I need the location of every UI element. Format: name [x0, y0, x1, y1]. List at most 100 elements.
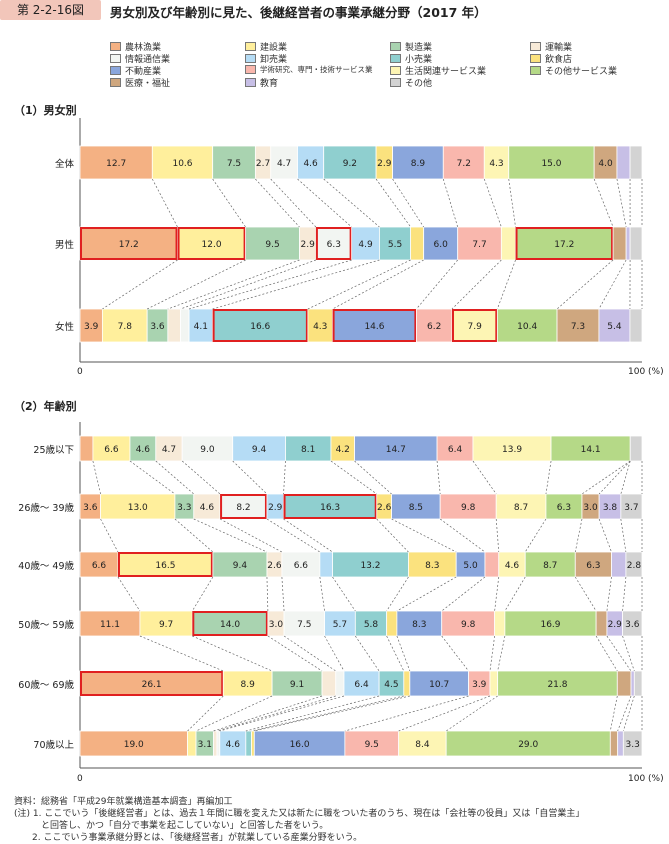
bar-segment [630, 227, 642, 260]
connector-line [618, 696, 631, 731]
connector-line [440, 519, 485, 552]
connector-line [473, 461, 496, 494]
data-label: 6.3 [327, 240, 341, 250]
data-label: 8.2 [236, 503, 250, 513]
connector-line [497, 260, 515, 309]
data-label: 8.3 [425, 561, 439, 571]
connector-line [546, 461, 551, 494]
axis-tick-100-gender: 100 (%) [628, 367, 664, 377]
data-label: 2.7 [256, 159, 270, 169]
connector-line [575, 577, 596, 611]
connector-line [607, 636, 631, 671]
connector-line [355, 636, 379, 671]
connector-line [308, 260, 411, 309]
axis-tick-100-age: 100 (%) [628, 774, 664, 784]
data-label: 2.6 [267, 561, 282, 571]
bar-segment [617, 671, 631, 696]
connector-line [623, 636, 635, 671]
note-source: 資料：総務省「平成29年就業構造基本調査」再編加工 [14, 796, 584, 808]
data-label: 15.0 [541, 159, 561, 169]
data-label: 3.0 [583, 503, 598, 513]
connector-line [505, 577, 525, 611]
data-label: 6.4 [448, 445, 463, 455]
data-label: 4.6 [303, 159, 318, 169]
connector-line [320, 577, 325, 611]
data-label: 17.2 [554, 240, 574, 250]
connector-line [152, 179, 177, 227]
connector-line [233, 461, 267, 494]
data-label: 4.6 [136, 445, 151, 455]
connector-line [443, 179, 457, 227]
data-label: 2.6 [377, 503, 392, 513]
connector-line [617, 179, 626, 227]
data-label: 3.9 [84, 322, 99, 332]
data-label: 10.6 [172, 159, 192, 169]
data-label: 8.7 [543, 561, 557, 571]
data-label: 11.1 [100, 620, 120, 630]
connector-line [377, 519, 409, 552]
data-label: 9.2 [343, 159, 357, 169]
connector-line [156, 461, 194, 494]
bar-segment [214, 731, 217, 756]
connector-line [376, 179, 411, 227]
data-label: 4.6 [505, 561, 520, 571]
connector-line [213, 179, 246, 227]
connector-line [621, 519, 626, 552]
connector-line [189, 260, 352, 309]
data-label: 4.5 [384, 680, 398, 690]
connector-line [594, 179, 613, 227]
connector-line [333, 260, 424, 309]
data-label: 14.6 [364, 322, 384, 332]
data-label: 21.8 [547, 680, 567, 690]
connector-line [254, 696, 410, 731]
note-2: 2. ここでいう事業承継分野とは、「後継経営者」が就業している産業分野をいう。 [14, 832, 584, 844]
note-1: (注) 1. ここでいう「後継経営者」とは、過去１年間に職を変えた又は新たに職を… [14, 808, 584, 820]
data-label: 29.0 [518, 740, 538, 750]
data-label: 3.9 [472, 680, 487, 690]
bar-segment [322, 671, 336, 696]
connector-line [118, 577, 140, 611]
data-label: 5.5 [388, 240, 402, 250]
bar-segment [411, 227, 424, 260]
data-label: 6.3 [557, 503, 571, 513]
bar-segment [404, 671, 410, 696]
connector-line [393, 179, 424, 227]
data-label: 16.9 [540, 620, 560, 630]
data-label: 8.3 [412, 620, 426, 630]
data-label: 6.6 [294, 561, 309, 571]
bar-segment [485, 552, 499, 577]
data-label: 9.5 [265, 240, 279, 250]
connector-line [220, 696, 344, 731]
connector-line [188, 696, 224, 731]
bar-segment [596, 611, 607, 636]
connector-line [284, 461, 286, 494]
data-label: 10.7 [429, 680, 449, 690]
connector-line [575, 519, 582, 552]
connector-line [220, 519, 282, 552]
data-label: 8.1 [301, 445, 315, 455]
data-label: 16.6 [250, 322, 270, 332]
connector-line [298, 179, 352, 227]
connector-line [387, 636, 404, 671]
connector-line [437, 461, 440, 494]
connector-line [355, 461, 392, 494]
bar-segment [387, 611, 397, 636]
connector-line [599, 519, 611, 552]
connector-line [180, 260, 315, 309]
data-label: 4.7 [162, 445, 176, 455]
bar-segment [630, 146, 642, 179]
data-label: 6.6 [92, 561, 107, 571]
connector-line [446, 696, 497, 731]
bar-segment [336, 671, 344, 696]
data-label: 5.8 [364, 620, 379, 630]
data-label: 9.4 [252, 445, 267, 455]
connector-line [284, 519, 333, 552]
data-label: 4.6 [200, 503, 215, 513]
data-label: 16.3 [320, 503, 340, 513]
data-label: 4.3 [313, 322, 327, 332]
data-label: 5.4 [607, 322, 622, 332]
data-label: 5.0 [463, 561, 478, 571]
bar-segment [188, 731, 196, 756]
